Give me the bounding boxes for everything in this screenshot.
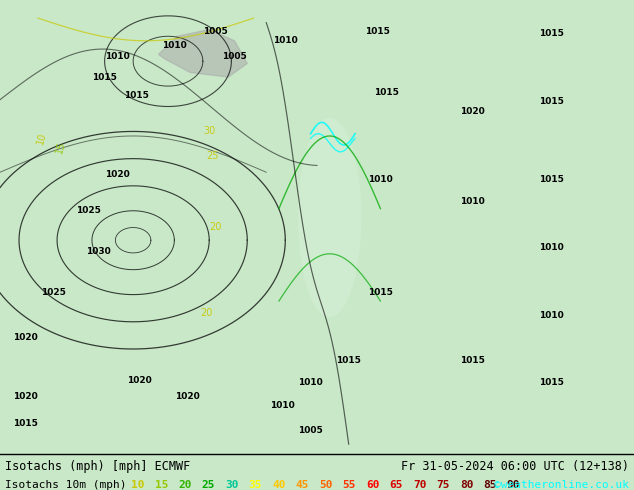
Text: 20: 20: [200, 308, 212, 318]
Text: 1010: 1010: [105, 52, 130, 61]
Text: 30: 30: [203, 126, 216, 136]
Text: 1015: 1015: [365, 27, 390, 36]
Text: ©weatheronline.co.uk: ©weatheronline.co.uk: [494, 480, 629, 490]
Ellipse shape: [298, 118, 361, 318]
Text: 10: 10: [131, 480, 145, 490]
Text: 1020: 1020: [13, 392, 38, 401]
Text: 55: 55: [342, 480, 356, 490]
Text: 30: 30: [225, 480, 239, 490]
Text: 65: 65: [389, 480, 403, 490]
Text: 45: 45: [295, 480, 309, 490]
Text: 40: 40: [272, 480, 286, 490]
Text: 1015: 1015: [368, 288, 393, 297]
Text: 35: 35: [249, 480, 262, 490]
Text: 1010: 1010: [273, 36, 298, 45]
Text: 1005: 1005: [298, 426, 323, 435]
Text: 1010: 1010: [368, 174, 393, 184]
Text: 1010: 1010: [162, 41, 187, 50]
Text: 15: 15: [155, 480, 169, 490]
Text: 1005: 1005: [203, 27, 228, 36]
Text: 1025: 1025: [76, 206, 101, 215]
Text: 1015: 1015: [539, 174, 564, 184]
Text: 20: 20: [209, 221, 222, 232]
Text: 1030: 1030: [86, 247, 111, 256]
Text: 1015: 1015: [374, 88, 399, 98]
Text: Isotachs (mph) [mph] ECMWF: Isotachs (mph) [mph] ECMWF: [5, 460, 190, 473]
Text: 70: 70: [413, 480, 427, 490]
Text: 1010: 1010: [539, 243, 564, 251]
Text: 1020: 1020: [174, 392, 200, 401]
Text: 1020: 1020: [13, 333, 38, 342]
Text: 50: 50: [319, 480, 333, 490]
Text: 10: 10: [35, 131, 48, 146]
Text: 1015: 1015: [92, 73, 117, 81]
Text: 1010: 1010: [269, 401, 295, 410]
Text: 15: 15: [54, 140, 67, 154]
Text: 85: 85: [483, 480, 497, 490]
Text: 25: 25: [202, 480, 216, 490]
Text: 25: 25: [206, 151, 219, 161]
Text: 1015: 1015: [460, 356, 485, 365]
Text: 1025: 1025: [41, 288, 67, 297]
Text: 60: 60: [366, 480, 380, 490]
Text: 1020: 1020: [105, 170, 130, 179]
Text: 1005: 1005: [222, 52, 247, 61]
Text: 1020: 1020: [127, 376, 152, 385]
Text: 1015: 1015: [13, 419, 38, 428]
Text: 20: 20: [178, 480, 192, 490]
Text: 90: 90: [507, 480, 521, 490]
Text: 80: 80: [460, 480, 474, 490]
Text: 1015: 1015: [336, 356, 361, 365]
Text: 1010: 1010: [539, 311, 564, 319]
Text: Isotachs 10m (mph): Isotachs 10m (mph): [5, 480, 127, 490]
Text: 1015: 1015: [539, 98, 564, 106]
Text: 75: 75: [436, 480, 450, 490]
Text: 1010: 1010: [298, 378, 323, 388]
Text: 1020: 1020: [460, 106, 485, 116]
Polygon shape: [158, 29, 247, 77]
Text: 1015: 1015: [124, 91, 149, 99]
Text: 1010: 1010: [460, 197, 485, 206]
Text: 1015: 1015: [539, 378, 564, 388]
Text: Fr 31-05-2024 06:00 UTC (12+138): Fr 31-05-2024 06:00 UTC (12+138): [401, 460, 629, 473]
Text: 1015: 1015: [539, 29, 564, 39]
